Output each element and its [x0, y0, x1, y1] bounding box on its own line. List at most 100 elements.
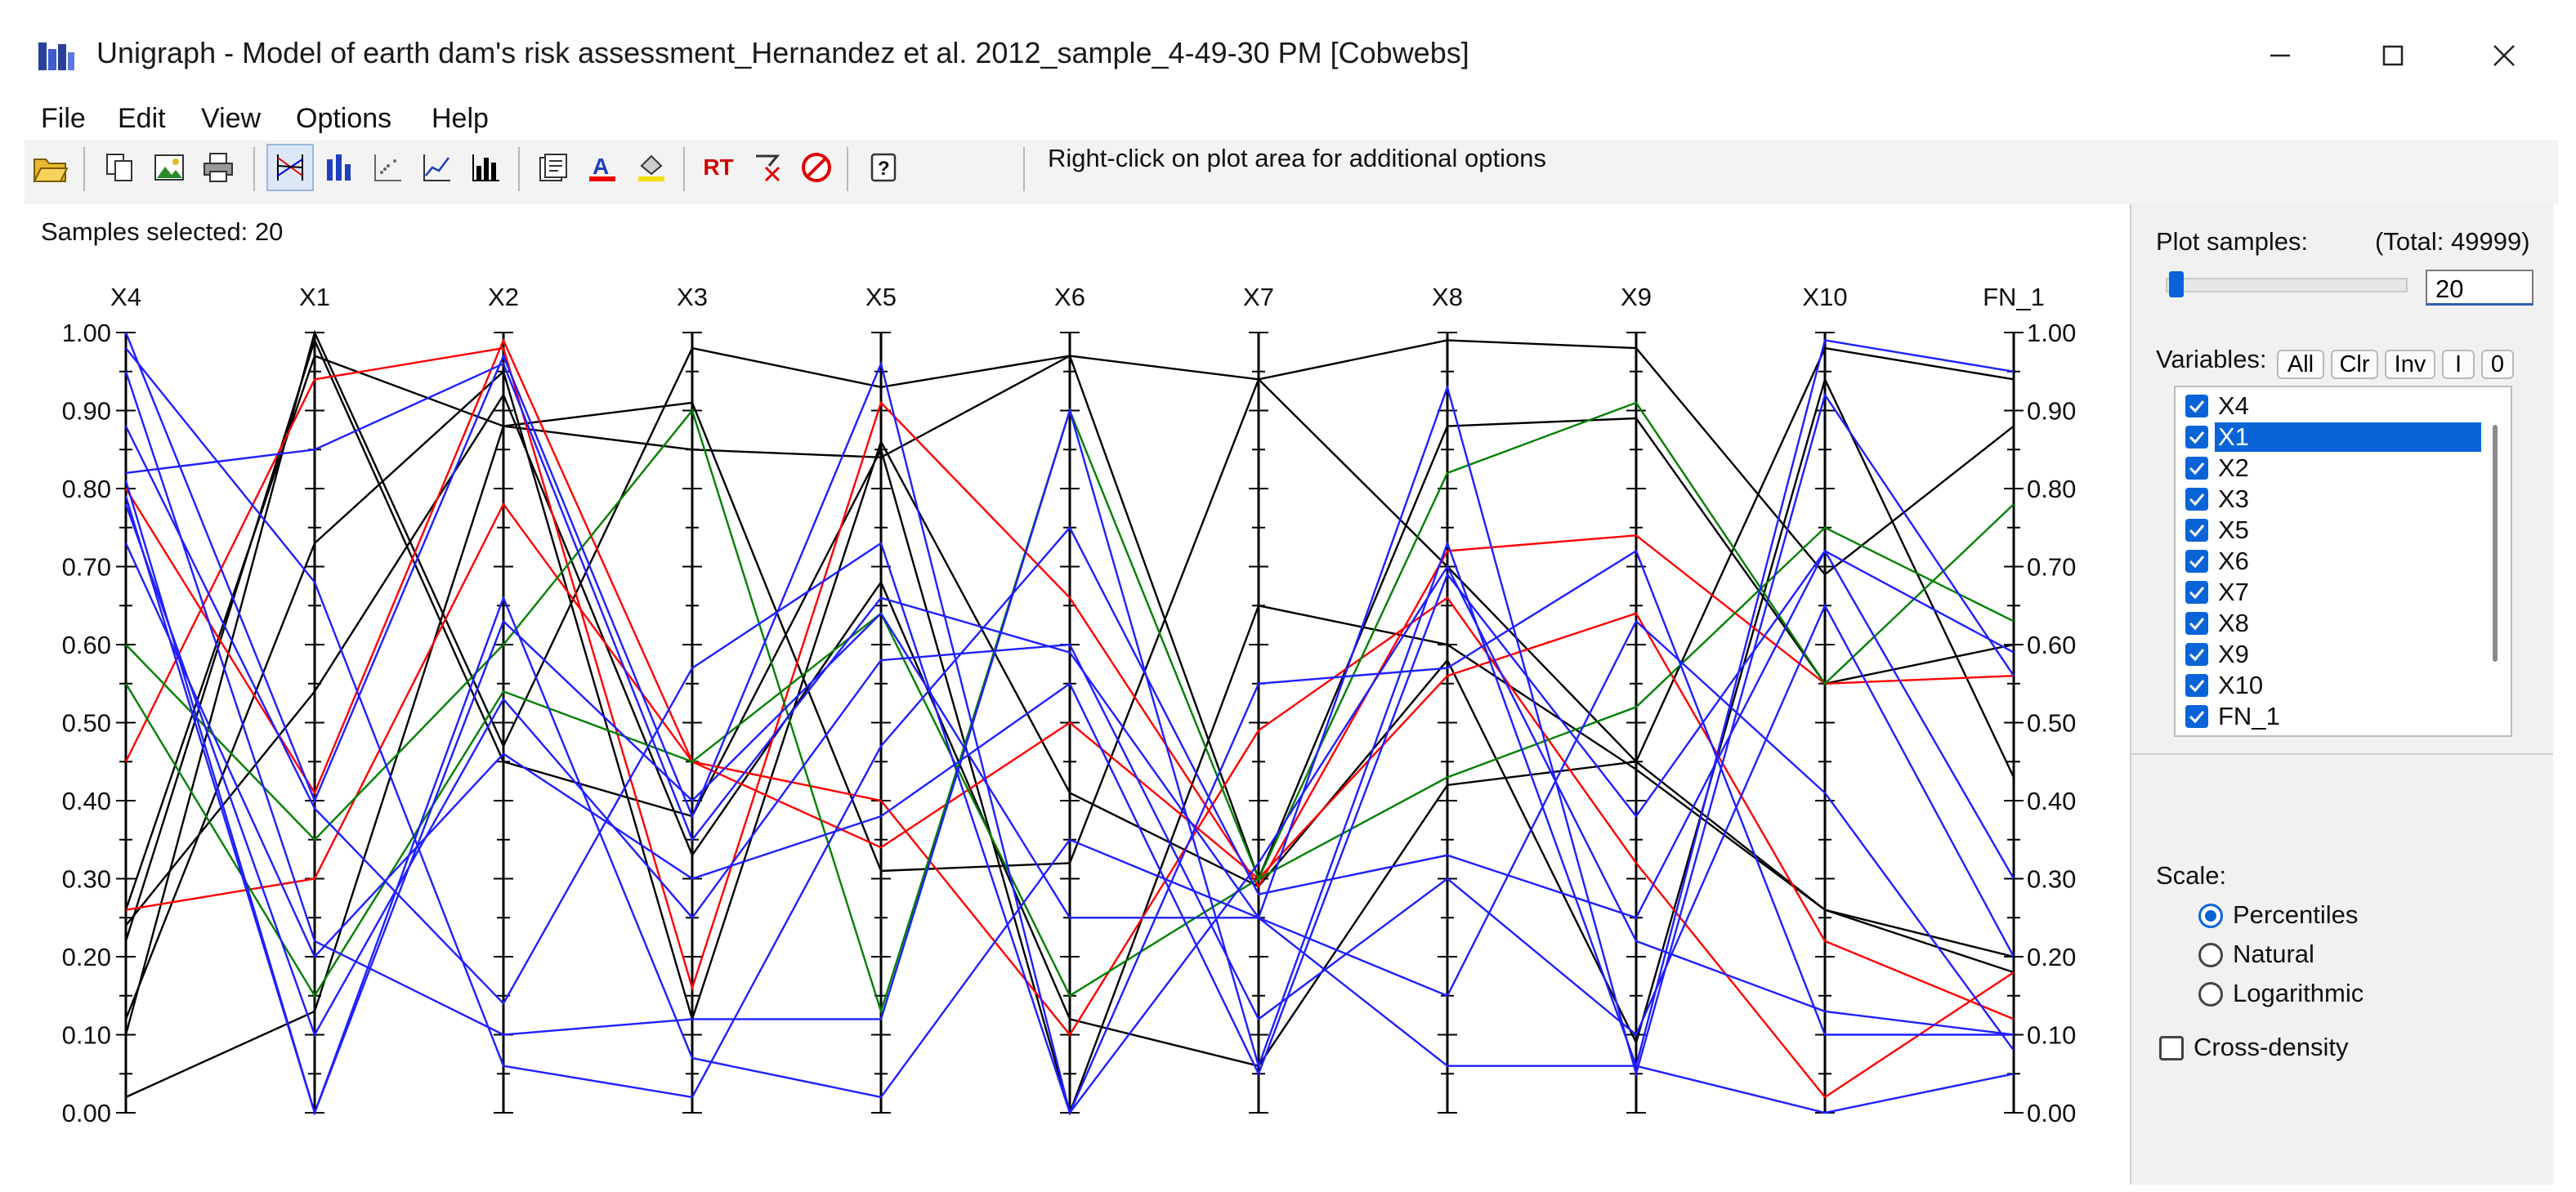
logarithmic-radio[interactable] — [2198, 982, 2223, 1007]
title-bar: Unigraph - Model of earth dam's risk ass… — [0, 0, 2576, 96]
sample-line-8[interactable] — [125, 502, 2015, 1099]
sample-line-14[interactable] — [125, 347, 2015, 1099]
axis-label: X5 — [865, 283, 897, 311]
cobweb-plot[interactable]: X4 X1 X2 X3 X5 X6 X7 X8 X9 X10 FN_1 0.00 0.00 0.10 0.1… — [0, 278, 2125, 1176]
plot-samples-label: Plot samples: — [2156, 227, 2309, 256]
variable-item[interactable]: X3 — [2180, 484, 2483, 515]
y-tick-label-right: 0.80 — [2027, 475, 2076, 503]
sample-line-15[interactable] — [124, 339, 2015, 1069]
check-icon[interactable] — [2185, 457, 2208, 480]
sample-line-18[interactable] — [124, 480, 2015, 1116]
y-tick-label-right: 0.70 — [2027, 553, 2076, 582]
variable-item[interactable]: FN_1 — [2180, 701, 2483, 732]
y-tick-label-right: 0.10 — [2027, 1021, 2076, 1050]
font-color-icon[interactable]: A — [580, 145, 624, 190]
sample-line-6[interactable] — [124, 354, 2015, 911]
close-button[interactable] — [2463, 25, 2545, 87]
sample-line-17[interactable] — [124, 542, 2015, 1077]
i-button[interactable]: I — [2442, 350, 2475, 379]
rt-icon[interactable]: RT — [703, 154, 734, 180]
axis-label: X9 — [1621, 283, 1652, 311]
stop-icon[interactable] — [794, 145, 839, 190]
variable-item[interactable]: X7 — [2180, 577, 2483, 608]
sample-line-11[interactable] — [124, 526, 2015, 998]
sample-line-16[interactable] — [124, 496, 2015, 1116]
check-icon[interactable] — [2185, 395, 2208, 417]
y-tick-label-right: 0.20 — [2027, 943, 2076, 971]
samples-slider-track[interactable] — [2166, 278, 2408, 292]
check-icon[interactable] — [2185, 674, 2208, 697]
bar-plot-icon[interactable] — [317, 145, 361, 190]
natural-radio[interactable] — [2198, 943, 2223, 967]
svg-text:A: A — [593, 154, 609, 179]
cross-density-checkbox[interactable] — [2159, 1036, 2184, 1060]
histogram-icon[interactable] — [464, 145, 508, 190]
properties-icon[interactable] — [531, 145, 575, 190]
print-icon[interactable] — [196, 145, 240, 190]
clear-button[interactable]: Clr — [2331, 350, 2378, 379]
y-tick-label-left: 0.80 — [62, 475, 111, 503]
y-tick-label-left: 1.00 — [62, 319, 111, 347]
zero-button[interactable]: 0 — [2481, 350, 2514, 379]
variable-item[interactable]: X10 — [2180, 670, 2483, 701]
variable-item[interactable]: X2 — [2180, 453, 2483, 484]
y-tick-label-left: 0.30 — [62, 865, 111, 894]
y-tick-label-left: 0.00 — [62, 1099, 111, 1127]
open-folder-icon[interactable] — [28, 145, 72, 190]
fill-color-icon[interactable] — [629, 145, 673, 190]
variable-item[interactable]: X8 — [2180, 608, 2483, 639]
menu-options[interactable]: Options — [296, 103, 392, 134]
sample-line-7[interactable] — [124, 346, 2015, 992]
y-tick-label-left: 0.70 — [62, 553, 111, 582]
minimize-button[interactable] — [2239, 25, 2321, 87]
sample-line-20[interactable] — [124, 503, 2015, 1038]
toolbar-hint: Right-click on plot area for additional … — [1048, 144, 1547, 172]
list-scrollbar[interactable] — [2493, 425, 2498, 662]
menu-help[interactable]: Help — [432, 103, 489, 134]
image-icon[interactable] — [147, 145, 191, 190]
check-icon[interactable] — [2185, 705, 2208, 728]
variable-item[interactable]: X4 — [2180, 391, 2483, 422]
cross-density-label: Cross-density — [2194, 1033, 2349, 1061]
variables-list[interactable]: X4 X1 X2 X3 X5 X6 X7 X8 X9 X10 FN_1 — [2174, 386, 2512, 737]
sample-line-13[interactable] — [125, 362, 2015, 1078]
copy-icon[interactable] — [98, 145, 142, 190]
samples-slider-thumb[interactable] — [2169, 271, 2184, 297]
toolbar: A RT ? Right-click on plot area for addi… — [25, 141, 2558, 204]
cobweb-plot-icon[interactable] — [266, 144, 314, 191]
unigraph-app-icon — [38, 41, 75, 72]
check-icon[interactable] — [2185, 643, 2208, 666]
check-icon[interactable] — [2185, 519, 2208, 542]
maximize-button[interactable] — [2352, 25, 2434, 87]
sample-line-5[interactable] — [125, 346, 2015, 1068]
axis-label: X3 — [677, 283, 708, 311]
axis-label: X8 — [1432, 283, 1463, 311]
check-icon[interactable] — [2185, 612, 2208, 635]
y-tick-label-left: 0.50 — [62, 709, 111, 738]
check-icon[interactable] — [2185, 581, 2208, 604]
check-icon[interactable] — [2185, 426, 2208, 449]
variable-item[interactable]: X1 — [2180, 422, 2483, 453]
check-icon[interactable] — [2185, 550, 2208, 573]
scatter-plot-icon[interactable] — [366, 145, 410, 190]
variable-item[interactable]: X9 — [2180, 639, 2483, 670]
axis-label: X10 — [1802, 283, 1847, 311]
axis-label: X1 — [299, 283, 330, 311]
sample-line-19[interactable] — [124, 426, 2015, 1115]
menu-view[interactable]: View — [201, 103, 262, 134]
y-tick-label-right: 0.30 — [2027, 865, 2076, 894]
percentiles-radio[interactable] — [2198, 904, 2223, 928]
variable-item[interactable]: X5 — [2180, 515, 2483, 546]
variable-item[interactable]: X6 — [2180, 546, 2483, 577]
invert-button[interactable]: Inv — [2385, 350, 2435, 379]
select-all-button[interactable]: All — [2277, 350, 2324, 379]
menu-edit[interactable]: Edit — [118, 103, 166, 134]
menu-file[interactable]: File — [41, 103, 86, 134]
line-plot-icon[interactable] — [415, 145, 459, 190]
svg-text:?: ? — [878, 158, 890, 180]
check-icon[interactable] — [2185, 488, 2208, 511]
samples-count-input[interactable]: 20 — [2426, 270, 2534, 306]
sample-line-9[interactable] — [124, 337, 2015, 1020]
remove-axis-icon[interactable] — [745, 145, 789, 190]
help-icon[interactable]: ? — [861, 145, 906, 190]
